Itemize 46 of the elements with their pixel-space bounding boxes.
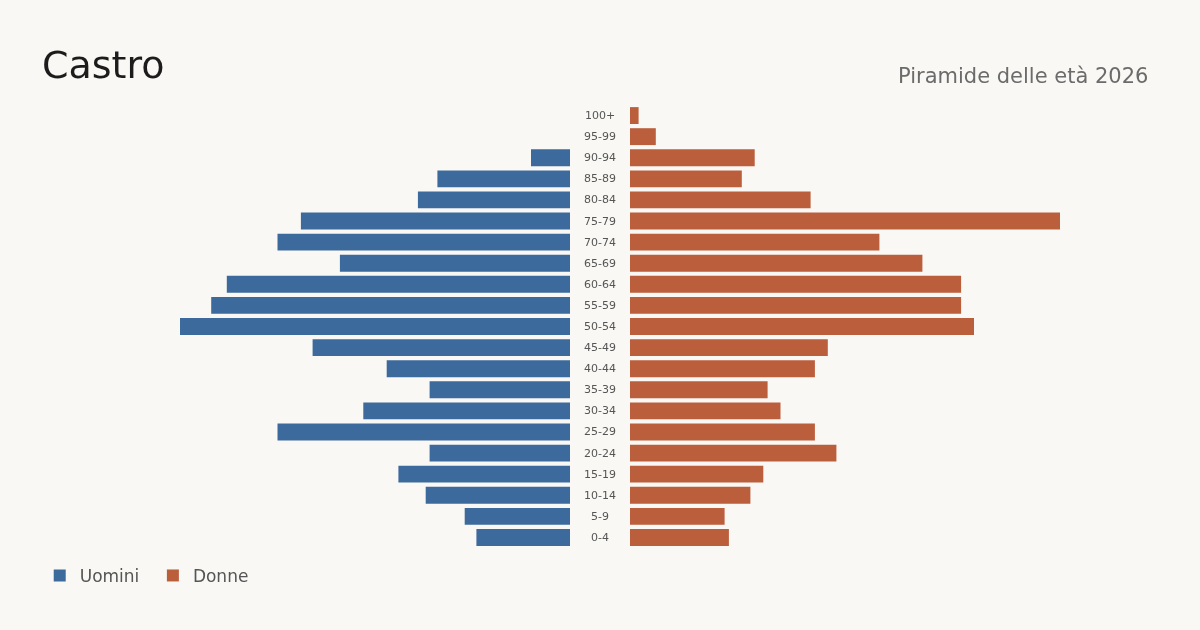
- y-tick-label: 10-14: [584, 489, 616, 502]
- bar: [630, 507, 725, 525]
- y-tick-label: 60-64: [584, 278, 616, 291]
- y-tick-label: 35-39: [584, 383, 616, 396]
- bar: [630, 107, 639, 124]
- y-tick-label: 40-44: [584, 362, 616, 375]
- bar: [630, 423, 815, 441]
- bar: [630, 254, 923, 272]
- y-tick-label: 15-19: [584, 468, 616, 481]
- chart-title: Castro: [42, 43, 165, 87]
- y-tick-label: 100+: [585, 109, 616, 122]
- bar: [630, 128, 656, 146]
- y-tick-label: 0-4: [591, 531, 609, 544]
- bar: [630, 339, 828, 357]
- bar: [630, 360, 815, 378]
- y-tick-label: 85-89: [584, 172, 616, 185]
- bar: [630, 529, 729, 546]
- y-tick-label: 90-94: [584, 151, 616, 164]
- y-tick-label: 75-79: [584, 215, 616, 228]
- legend-label: Donne: [192, 566, 249, 587]
- bar: [630, 296, 962, 314]
- bar: [630, 318, 974, 335]
- chart-subtitle: Piramide delle età 2026: [898, 64, 1149, 88]
- bar: [630, 212, 1060, 230]
- bar: [630, 444, 837, 462]
- y-tick-label: 55-59: [584, 299, 616, 312]
- y-tick-label: 95-99: [584, 130, 616, 143]
- y-tick-label: 5-9: [591, 510, 609, 523]
- bar: [630, 170, 742, 188]
- bar: [630, 381, 768, 399]
- legend-label: Uomini: [79, 566, 140, 587]
- bar: [630, 233, 880, 251]
- y-tick-label: 50-54: [584, 320, 616, 333]
- y-tick-label: 65-69: [584, 257, 616, 270]
- bar: [630, 486, 751, 504]
- y-tick-label: 30-34: [584, 404, 616, 417]
- bar: [630, 402, 781, 420]
- bar: [630, 191, 811, 209]
- bar: [630, 275, 962, 293]
- y-tick-label: 45-49: [584, 341, 616, 354]
- y-tick-label: 80-84: [584, 193, 616, 206]
- bar: [630, 149, 755, 167]
- y-tick-label: 25-29: [584, 425, 616, 438]
- y-tick-label: 70-74: [584, 236, 616, 249]
- bar: [630, 465, 764, 483]
- y-tick-label: 20-24: [584, 447, 616, 460]
